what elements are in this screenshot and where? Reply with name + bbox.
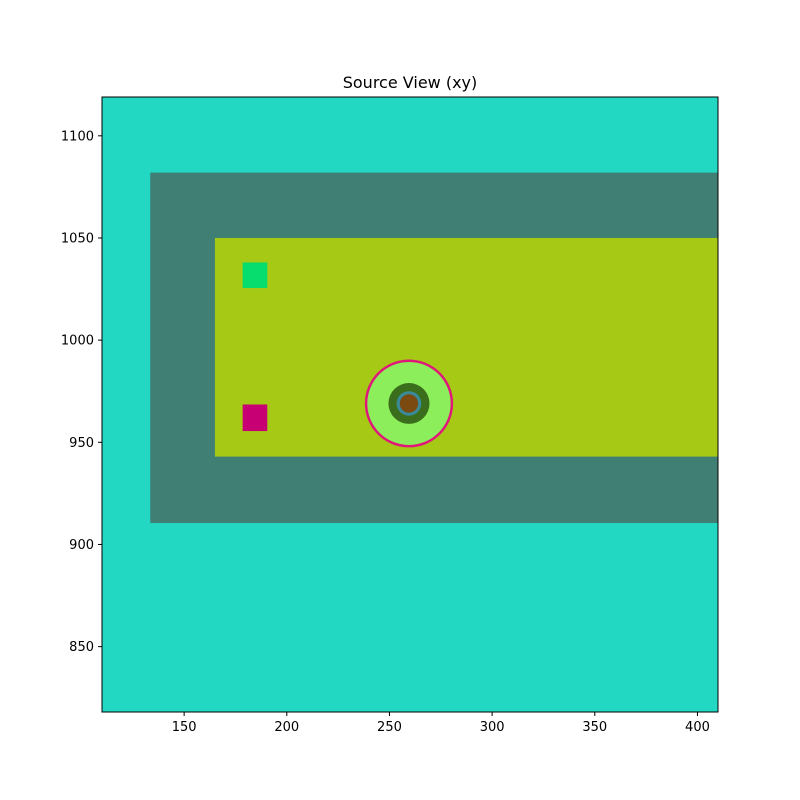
y-tick-label: 950 [69,436,94,451]
region-brown-center [399,394,419,413]
x-axis: 150 200 250 300 350 400 [172,712,710,735]
plot-frame [101,96,719,713]
y-axis: 850 900 950 1000 1050 1100 [61,129,102,655]
x-tick-label: 300 [480,720,505,735]
y-tick-label: 1100 [61,129,94,144]
y-tick-label: 1000 [61,334,94,349]
region-inner-region [214,237,718,457]
plot-area [102,97,718,712]
chart-title: Source View (xy) [343,73,478,92]
y-tick-label: 900 [69,538,94,553]
x-tick-label: 350 [582,720,607,735]
region-green-square [242,262,268,289]
y-tick-label: 1050 [61,231,94,246]
x-tick-label: 150 [172,720,197,735]
x-tick-label: 400 [685,720,710,735]
x-tick-label: 200 [274,720,299,735]
x-tick-label: 250 [377,720,402,735]
y-tick-label: 850 [69,640,94,655]
region-magenta-square [242,404,268,432]
